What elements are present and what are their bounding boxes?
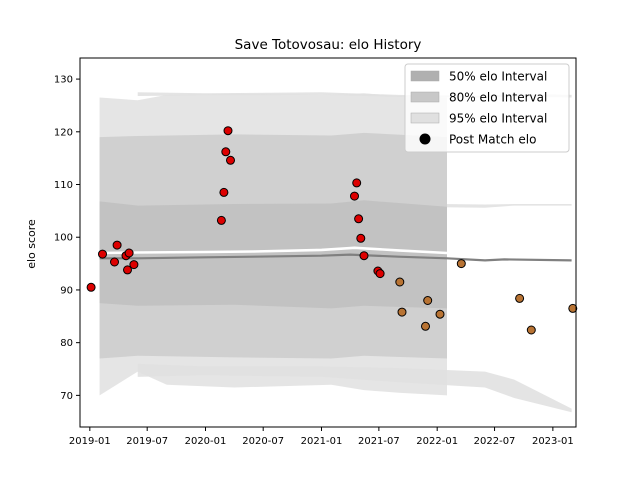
post-match-point xyxy=(221,147,231,157)
x-tick-label: 2020-07 xyxy=(242,436,284,447)
y-tick-label: 130 xyxy=(54,75,73,86)
y-tick-label: 120 xyxy=(54,127,73,138)
legend-swatch-50-elo-interval xyxy=(410,70,440,82)
legend-swatch-80-elo-interval xyxy=(410,91,440,103)
y-tick-label: 70 xyxy=(60,391,73,402)
legend-swatch-95-elo-interval xyxy=(410,112,440,124)
post-match-point xyxy=(219,187,229,197)
x-tick-label: 2021-01 xyxy=(301,436,343,447)
post-match-point xyxy=(359,251,369,261)
post-match-point xyxy=(435,309,445,319)
legend-label-80-elo-interval: 80% elo Interval xyxy=(449,91,547,105)
post-match-point xyxy=(112,240,122,250)
y-tick-label: 80 xyxy=(60,338,73,349)
legend-box xyxy=(404,63,570,153)
post-match-point xyxy=(526,325,536,335)
x-tick-label: 2021-07 xyxy=(358,436,400,447)
post-match-point xyxy=(86,282,96,292)
post-match-point xyxy=(515,293,525,303)
y-tick-label: 90 xyxy=(60,285,73,296)
x-tick-label: 2019-07 xyxy=(126,436,168,447)
legend-label-50-elo-interval: 50% elo Interval xyxy=(449,70,547,84)
post-match-point xyxy=(226,155,235,165)
post-match-point xyxy=(124,248,134,258)
axes: 70 80 90 100 110 120 130 2019-01 2019-07 2020-01 2… xyxy=(54,57,577,447)
legend-label-post-match-elo: Post Match elo xyxy=(449,133,536,147)
legend-marker-post-match-elo xyxy=(419,133,431,145)
post-match-point xyxy=(110,257,119,267)
post-match-point xyxy=(354,214,364,224)
x-tick-label: 2022-01 xyxy=(416,436,458,447)
x-tick-label: 2020-01 xyxy=(185,436,227,447)
post-match-point xyxy=(421,321,430,331)
post-match-point xyxy=(356,233,366,243)
post-match-point xyxy=(456,259,466,269)
post-match-point xyxy=(568,303,578,313)
mean-elo-line xyxy=(99,253,572,262)
post-match-point xyxy=(397,307,407,317)
post-match-point xyxy=(129,260,139,270)
x-tick-label: 2022-07 xyxy=(474,436,516,447)
post-match-point xyxy=(123,265,132,275)
post-match-point xyxy=(350,191,359,201)
plot-area xyxy=(86,92,578,413)
y-axis-title: elo score xyxy=(25,219,38,269)
post-match-point xyxy=(98,249,107,259)
post-match-point xyxy=(352,178,362,188)
post-match-point xyxy=(216,215,226,225)
x-tick-label: 2019-01 xyxy=(69,436,111,447)
post-match-point xyxy=(223,126,233,136)
legend: 50% elo Interval 80% elo Interval 95% elo … xyxy=(404,63,570,153)
y-tick-label: 100 xyxy=(54,233,73,244)
legend-label-95-elo-interval: 95% elo Interval xyxy=(449,112,547,126)
x-tick-label: 2023-01 xyxy=(532,436,574,447)
prior-mean-line xyxy=(99,246,448,255)
post-match-point xyxy=(395,277,405,287)
post-match-point xyxy=(375,269,385,279)
axes-frame xyxy=(79,57,577,428)
band-50-interval xyxy=(99,200,447,309)
chart-title: Save Totovosau: elo History xyxy=(235,37,422,53)
post-match-point xyxy=(423,296,433,305)
y-tick-label: 110 xyxy=(54,180,73,191)
